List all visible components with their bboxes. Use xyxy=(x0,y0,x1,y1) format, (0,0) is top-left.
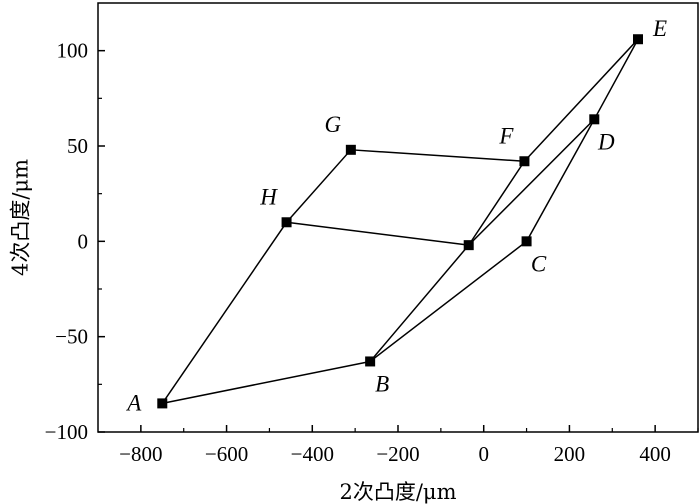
chart-segments xyxy=(161,38,639,405)
chart-axes xyxy=(97,2,699,433)
y-axis-title: 4次凸度/μm xyxy=(9,159,33,276)
x-tick-label: −600 xyxy=(205,442,248,466)
y-tick-label: 0 xyxy=(78,229,89,253)
point-label-D: D xyxy=(597,129,615,154)
x-axis-title: 2次凸度/μm xyxy=(340,480,457,504)
point-marker-A xyxy=(157,398,168,409)
segment-B-O xyxy=(369,244,470,362)
point-marker-O xyxy=(463,240,474,251)
segment-D-E xyxy=(593,38,639,120)
x-tick-label: −200 xyxy=(376,442,419,466)
x-tick-label: 400 xyxy=(639,442,671,466)
x-tick-label: −400 xyxy=(291,442,334,466)
point-marker-F xyxy=(519,156,530,167)
segment-A-B xyxy=(162,360,371,405)
segment-F-G xyxy=(350,149,525,163)
x-tick-label: 0 xyxy=(478,442,489,466)
y-tick-label: 100 xyxy=(57,39,89,63)
point-marker-D xyxy=(589,114,600,125)
segment-F-E xyxy=(523,38,639,162)
point-label-G: G xyxy=(325,112,342,137)
point-label-C: C xyxy=(531,251,547,276)
point-label-F: F xyxy=(498,123,514,148)
plot-frame xyxy=(97,2,699,433)
segment-O-F xyxy=(468,160,526,246)
point-label-H: H xyxy=(259,184,278,209)
point-label-B: B xyxy=(375,371,389,396)
segment-G-H xyxy=(286,149,352,223)
point-marker-H xyxy=(281,217,292,228)
segment-O-D xyxy=(468,118,595,246)
x-axis-ticks: −800 −600 −400 −200 0 200 400 xyxy=(119,425,699,466)
y-tick-label: −50 xyxy=(55,325,88,349)
segment-H-O xyxy=(286,221,469,246)
chart-markers xyxy=(157,34,643,409)
chart-point-labels: A B C D E F G H xyxy=(125,16,667,415)
point-marker-E xyxy=(633,34,643,45)
segment-H-A xyxy=(161,221,288,404)
point-marker-C xyxy=(521,236,532,247)
y-tick-label: 50 xyxy=(67,134,88,158)
point-label-E: E xyxy=(652,16,667,41)
point-marker-B xyxy=(365,356,376,367)
segment-C-D xyxy=(525,118,595,242)
y-axis-ticks: −100 −50 0 50 100 xyxy=(45,39,105,444)
x-tick-label: −800 xyxy=(119,442,162,466)
point-marker-G xyxy=(345,144,356,155)
point-label-A: A xyxy=(125,390,142,415)
x-tick-label: 200 xyxy=(554,442,586,466)
segment-B-C xyxy=(369,240,528,363)
y-tick-label: −100 xyxy=(45,420,88,444)
